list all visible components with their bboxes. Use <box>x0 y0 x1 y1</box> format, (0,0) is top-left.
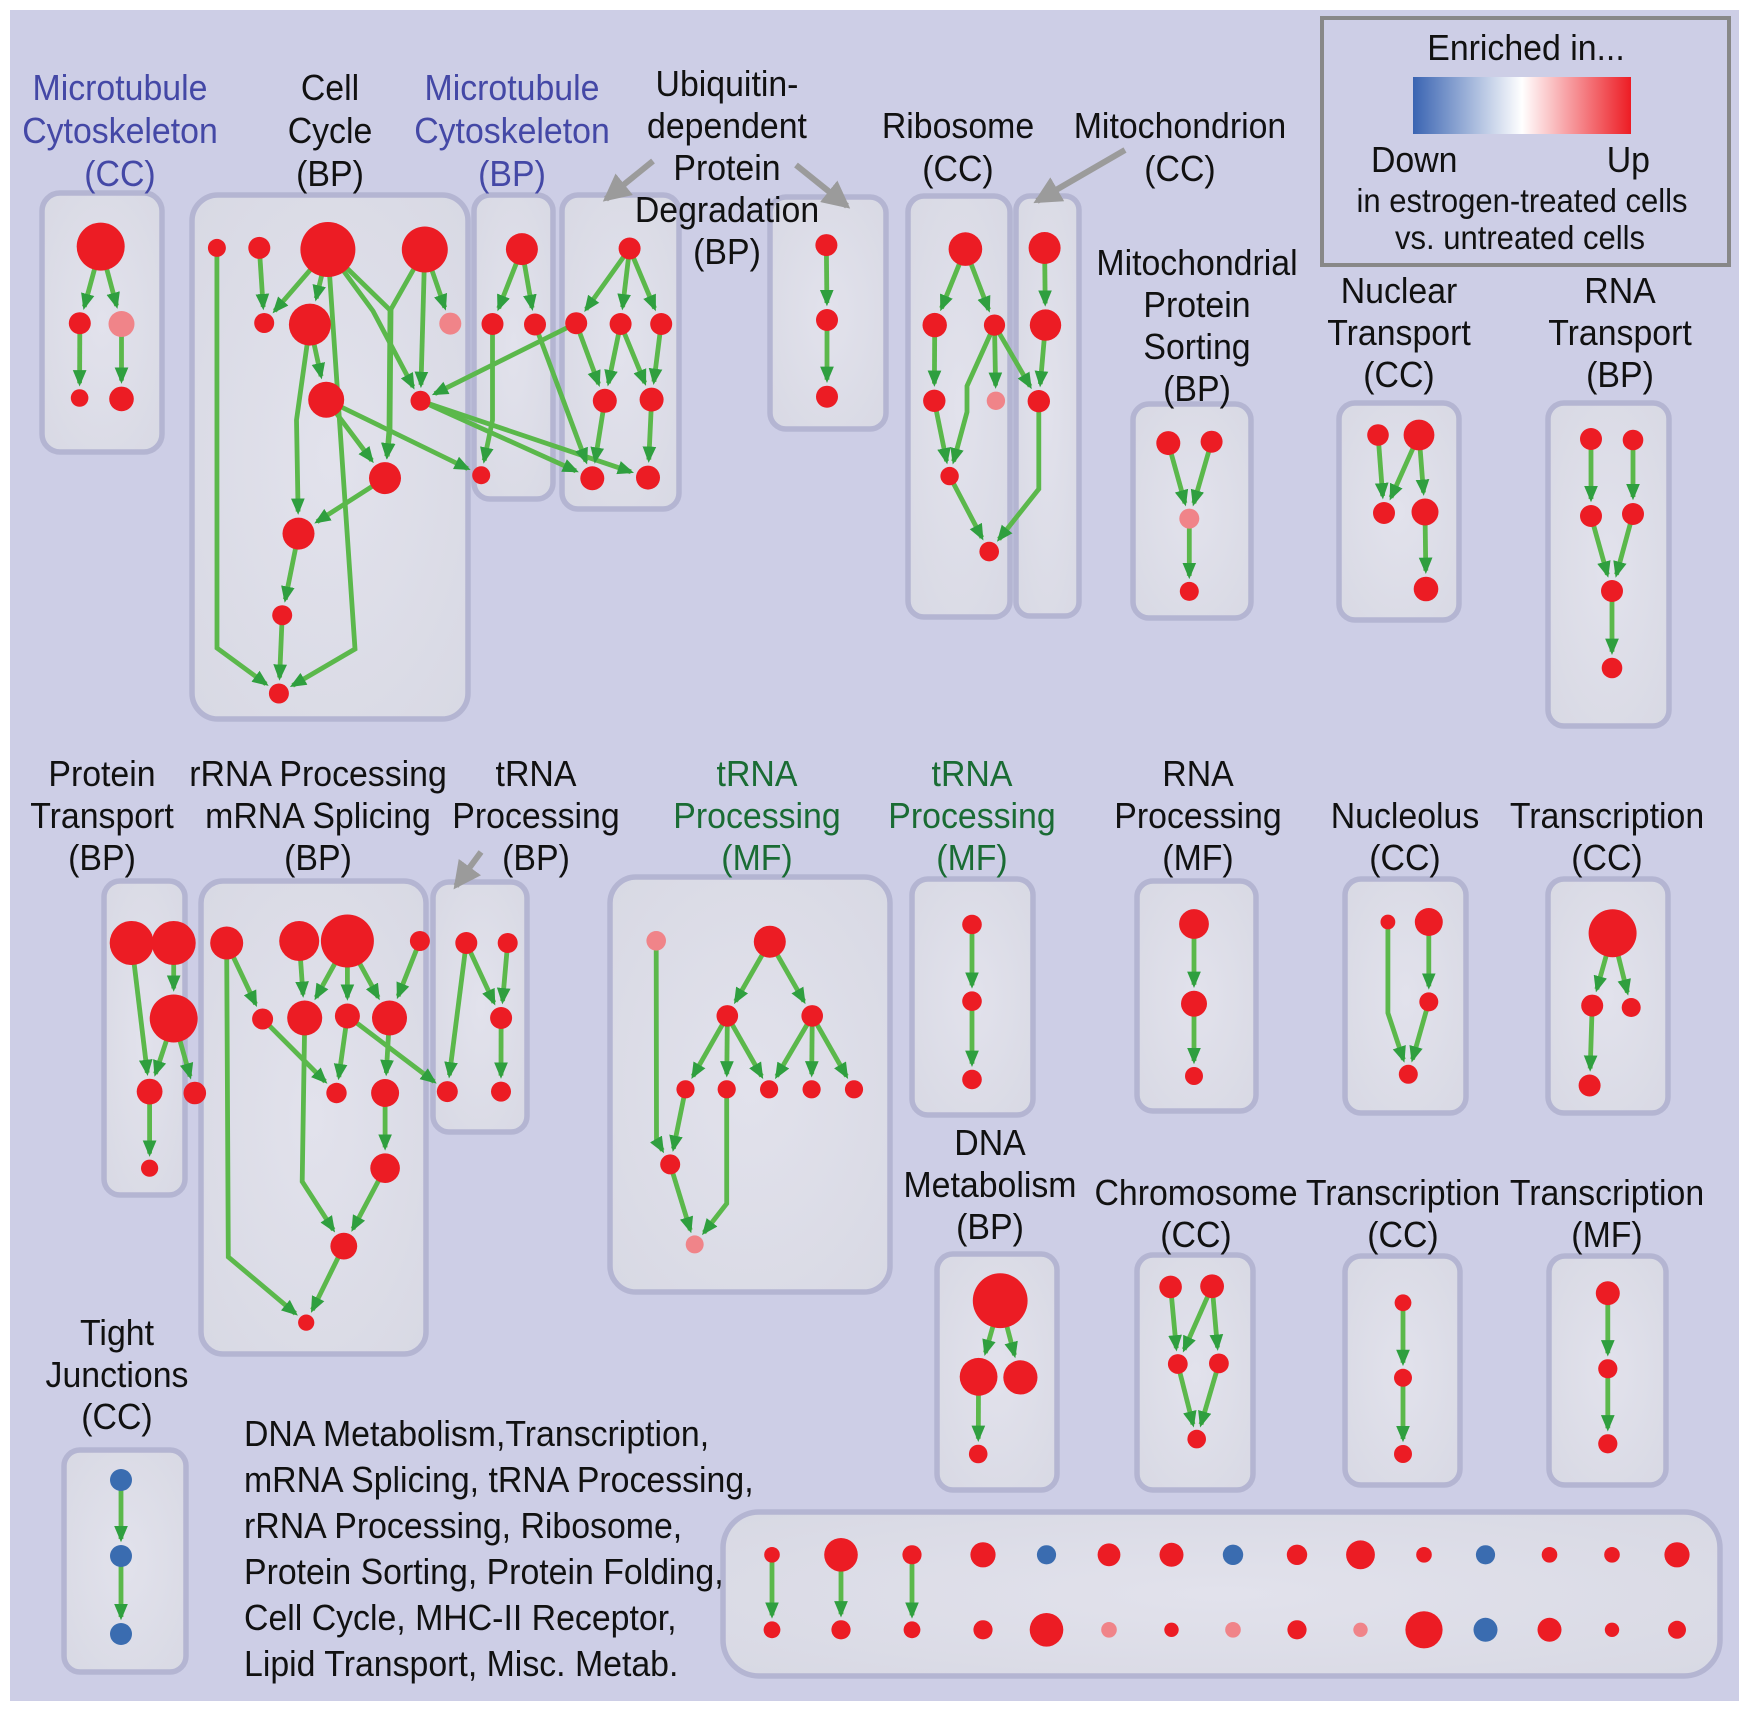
svg-text:(BP): (BP) <box>502 837 570 878</box>
svg-text:Cell Cycle, MHC-II Receptor,: Cell Cycle, MHC-II Receptor, <box>244 1597 677 1638</box>
svg-text:Protein: Protein <box>48 753 155 794</box>
svg-text:(BP): (BP) <box>1163 368 1231 409</box>
svg-text:(CC): (CC) <box>84 153 155 194</box>
svg-text:Transport: Transport <box>1327 312 1471 353</box>
svg-text:(MF): (MF) <box>1571 1214 1642 1255</box>
svg-text:(CC): (CC) <box>1144 148 1215 189</box>
svg-text:rRNA Processing, Ribosome,: rRNA Processing, Ribosome, <box>244 1505 682 1546</box>
svg-text:(CC): (CC) <box>1571 837 1642 878</box>
svg-text:(CC): (CC) <box>81 1396 152 1437</box>
svg-text:Metabolism: Metabolism <box>904 1164 1077 1205</box>
svg-text:(MF): (MF) <box>721 837 792 878</box>
svg-text:tRNA: tRNA <box>717 753 798 794</box>
svg-text:Up: Up <box>1607 139 1650 180</box>
svg-text:Nuclear: Nuclear <box>1341 270 1458 311</box>
svg-text:Protein: Protein <box>1143 284 1250 325</box>
svg-text:(BP): (BP) <box>1586 354 1654 395</box>
svg-text:(CC): (CC) <box>922 148 993 189</box>
svg-text:Cytoskeleton: Cytoskeleton <box>414 110 610 151</box>
svg-text:Transport: Transport <box>30 795 174 836</box>
svg-text:(CC): (CC) <box>1369 837 1440 878</box>
svg-text:Processing: Processing <box>888 795 1055 836</box>
svg-text:Enriched in...: Enriched in... <box>1427 27 1625 68</box>
svg-text:mRNA Splicing, tRNA Processing: mRNA Splicing, tRNA Processing, <box>244 1459 754 1500</box>
svg-text:(CC): (CC) <box>1367 1214 1438 1255</box>
svg-text:(MF): (MF) <box>936 837 1007 878</box>
svg-text:(CC): (CC) <box>1363 354 1434 395</box>
svg-text:(BP): (BP) <box>68 837 136 878</box>
svg-text:Cell: Cell <box>301 67 359 108</box>
svg-text:tRNA: tRNA <box>932 753 1013 794</box>
svg-text:dependent: dependent <box>647 105 807 146</box>
svg-text:Cytoskeleton: Cytoskeleton <box>22 110 218 151</box>
svg-text:(MF): (MF) <box>1162 837 1233 878</box>
svg-text:RNA: RNA <box>1162 753 1234 794</box>
svg-text:in estrogen-treated cells: in estrogen-treated cells <box>1356 182 1687 219</box>
svg-text:Processing: Processing <box>673 795 840 836</box>
svg-text:Ribosome: Ribosome <box>882 105 1034 146</box>
svg-text:tRNA: tRNA <box>496 753 577 794</box>
svg-text:Microtubule: Microtubule <box>425 67 600 108</box>
svg-text:Transport: Transport <box>1548 312 1692 353</box>
svg-text:Mitochondrial: Mitochondrial <box>1096 242 1297 283</box>
svg-text:Mitochondrion: Mitochondrion <box>1074 105 1287 146</box>
svg-text:Protein: Protein <box>673 147 780 188</box>
svg-text:Nucleolus: Nucleolus <box>1331 795 1480 836</box>
svg-text:(BP): (BP) <box>478 153 546 194</box>
svg-text:(CC): (CC) <box>1160 1214 1231 1255</box>
svg-text:Transcription: Transcription <box>1510 1172 1704 1213</box>
svg-text:Tight: Tight <box>80 1312 154 1353</box>
svg-text:(BP): (BP) <box>693 231 761 272</box>
svg-text:Degradation: Degradation <box>635 189 819 230</box>
svg-text:Chromosome: Chromosome <box>1094 1172 1297 1213</box>
svg-text:rRNA Processing: rRNA Processing <box>189 753 447 794</box>
svg-text:DNA Metabolism,Transcription,: DNA Metabolism,Transcription, <box>244 1413 709 1454</box>
svg-text:mRNA Splicing: mRNA Splicing <box>205 795 431 836</box>
svg-text:Lipid Transport, Misc. Metab.: Lipid Transport, Misc. Metab. <box>244 1643 678 1684</box>
svg-text:Processing: Processing <box>452 795 619 836</box>
svg-text:Processing: Processing <box>1114 795 1281 836</box>
svg-text:(BP): (BP) <box>284 837 352 878</box>
svg-text:Transcription: Transcription <box>1510 795 1704 836</box>
svg-text:Down: Down <box>1371 139 1458 180</box>
svg-text:(BP): (BP) <box>296 153 364 194</box>
svg-text:Protein Sorting, Protein Foldi: Protein Sorting, Protein Folding, <box>244 1551 724 1592</box>
svg-text:Transcription: Transcription <box>1306 1172 1500 1213</box>
svg-text:Ubiquitin-: Ubiquitin- <box>656 63 799 104</box>
svg-text:Junctions: Junctions <box>46 1354 189 1395</box>
svg-text:RNA: RNA <box>1584 270 1656 311</box>
svg-text:Microtubule: Microtubule <box>33 67 208 108</box>
svg-text:Sorting: Sorting <box>1143 326 1250 367</box>
svg-text:DNA: DNA <box>954 1122 1026 1163</box>
svg-text:vs. untreated cells: vs. untreated cells <box>1395 219 1645 256</box>
svg-text:(BP): (BP) <box>956 1206 1024 1247</box>
svg-text:Cycle: Cycle <box>288 110 373 151</box>
